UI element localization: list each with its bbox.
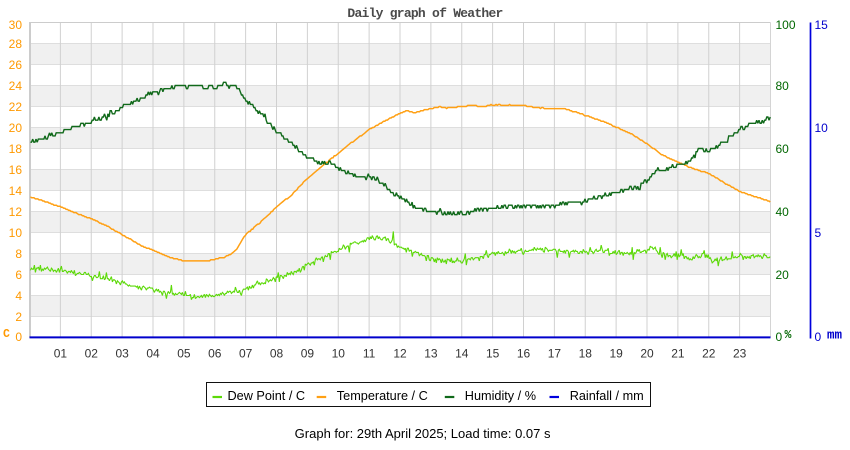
- svg-text:14: 14: [455, 347, 469, 361]
- svg-text:6: 6: [15, 268, 22, 282]
- svg-text:06: 06: [208, 347, 222, 361]
- svg-text:mm: mm: [827, 329, 843, 343]
- svg-text:26: 26: [9, 58, 23, 72]
- svg-text:18: 18: [9, 142, 23, 156]
- svg-text:60: 60: [776, 142, 790, 156]
- svg-text:Humidity / %: Humidity / %: [465, 389, 536, 403]
- svg-text:20: 20: [9, 121, 23, 135]
- svg-text:05: 05: [177, 347, 191, 361]
- svg-text:09: 09: [301, 347, 315, 361]
- svg-text:80: 80: [776, 79, 790, 93]
- svg-text:07: 07: [239, 347, 253, 361]
- svg-text:8: 8: [15, 247, 22, 261]
- svg-text:02: 02: [85, 347, 99, 361]
- svg-text:19: 19: [609, 347, 623, 361]
- svg-text:17: 17: [548, 347, 562, 361]
- svg-text:23: 23: [733, 347, 747, 361]
- svg-text:15: 15: [815, 18, 829, 32]
- svg-text:Temperature / C: Temperature / C: [337, 389, 428, 403]
- svg-text:24: 24: [9, 79, 23, 93]
- svg-text:16: 16: [9, 163, 23, 177]
- svg-text:22: 22: [9, 100, 23, 114]
- svg-text:10: 10: [9, 226, 23, 240]
- svg-text:22: 22: [702, 347, 716, 361]
- svg-text:04: 04: [146, 347, 160, 361]
- svg-text:20: 20: [776, 268, 790, 282]
- svg-text:01: 01: [54, 347, 68, 361]
- svg-text:10: 10: [815, 121, 829, 135]
- svg-text:18: 18: [579, 347, 593, 361]
- svg-text:14: 14: [9, 184, 23, 198]
- svg-text:12: 12: [9, 205, 23, 219]
- svg-text:2: 2: [15, 310, 22, 324]
- svg-text:16: 16: [517, 347, 531, 361]
- svg-text:40: 40: [776, 205, 790, 219]
- svg-text:12: 12: [393, 347, 407, 361]
- svg-text:Graph for: 29th April 2025; Lo: Graph for: 29th April 2025; Load time: 0…: [295, 426, 551, 441]
- svg-text:08: 08: [270, 347, 284, 361]
- svg-text:30: 30: [9, 18, 23, 32]
- svg-text:20: 20: [640, 347, 654, 361]
- svg-text:03: 03: [115, 347, 129, 361]
- svg-text:10: 10: [332, 347, 346, 361]
- svg-text:4: 4: [15, 289, 22, 303]
- svg-text:21: 21: [671, 347, 685, 361]
- svg-text:0: 0: [815, 330, 822, 344]
- svg-text:28: 28: [9, 37, 23, 51]
- svg-text:5: 5: [815, 226, 822, 240]
- svg-text:13: 13: [424, 347, 438, 361]
- svg-text:0: 0: [776, 330, 783, 344]
- svg-text:C: C: [3, 328, 10, 341]
- svg-text:Daily graph of Weather: Daily graph of Weather: [347, 6, 502, 21]
- svg-text:15: 15: [486, 347, 500, 361]
- svg-text:%: %: [785, 329, 792, 342]
- svg-text:Dew Point / C: Dew Point / C: [228, 389, 306, 403]
- svg-text:11: 11: [363, 347, 376, 361]
- svg-text:100: 100: [776, 18, 796, 32]
- svg-text:0: 0: [15, 330, 22, 344]
- svg-text:Rainfall / mm: Rainfall / mm: [570, 389, 644, 403]
